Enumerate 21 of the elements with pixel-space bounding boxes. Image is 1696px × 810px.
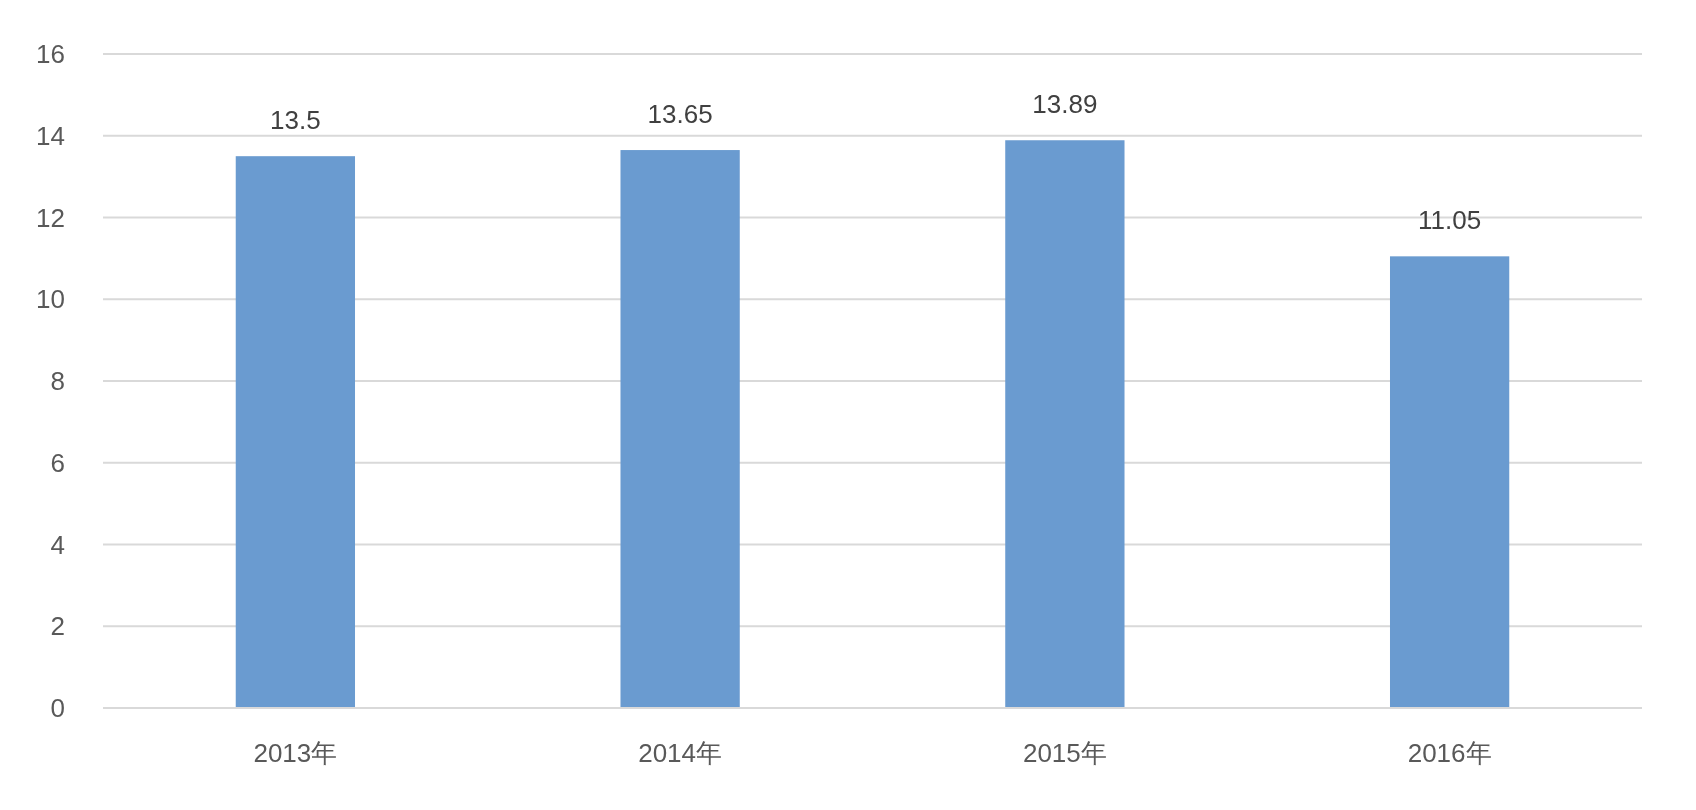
y-tick-label: 8 (50, 366, 65, 396)
bar (1389, 256, 1510, 708)
x-tick-label: 2016年 (1407, 738, 1492, 768)
x-tick-label: 2014年 (638, 738, 723, 768)
y-tick-label: 0 (50, 693, 65, 723)
y-tick-label: 6 (50, 447, 65, 478)
y-tick-label: 14 (36, 120, 65, 151)
data-label: 13.89 (1032, 89, 1098, 120)
data-label: 11.05 (1418, 205, 1482, 236)
data-label: 13.5 (270, 105, 321, 136)
x-tick-label: 2013年 (253, 738, 338, 768)
y-tick-label: 10 (36, 284, 65, 315)
x-tick-label: 2015年 (1022, 738, 1107, 768)
data-label: 13.65 (647, 99, 713, 130)
y-tick-label: 16 (36, 39, 65, 69)
y-tick-label: 4 (50, 529, 65, 560)
y-tick-label: 2 (50, 611, 65, 642)
bar (235, 156, 356, 708)
bar (1005, 140, 1125, 708)
bar (620, 150, 740, 708)
y-tick-label: 12 (36, 202, 65, 233)
